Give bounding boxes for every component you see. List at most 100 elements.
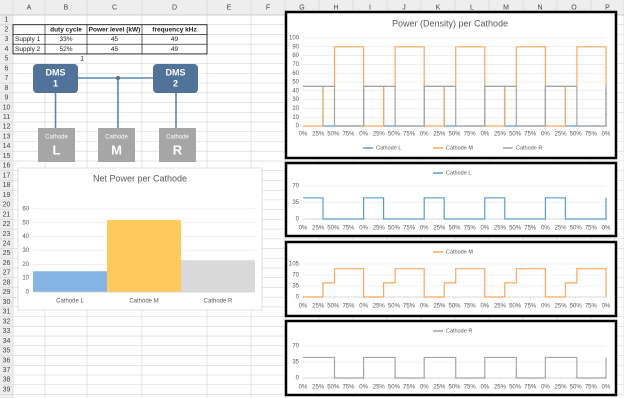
legend-label[interactable]: Cathode R	[446, 328, 472, 334]
x-tick-label: 25%	[312, 132, 325, 138]
x-tick-label: 25%	[312, 226, 325, 232]
controller-box[interactable]	[153, 64, 198, 93]
column-letter[interactable]: G	[299, 4, 304, 11]
table-cell[interactable]: Supply 1	[15, 36, 41, 43]
cell-value[interactable]: 1	[80, 56, 84, 63]
chart-panel[interactable]	[284, 10, 618, 160]
y-tick-label: 30	[22, 248, 29, 254]
x-tick-label: 50%	[448, 304, 461, 310]
row-number: 26	[3, 260, 11, 267]
x-tick-label: 0%	[480, 226, 489, 232]
table-cell[interactable]: 45	[111, 46, 119, 53]
table-cell[interactable]: 49	[171, 46, 179, 53]
y-tick-label: 60	[292, 71, 299, 77]
row-number: 4	[5, 46, 9, 53]
column-letter[interactable]: B	[64, 4, 69, 11]
column-letter[interactable]: E	[227, 4, 232, 11]
y-tick-label: 30	[292, 97, 299, 103]
column-letter[interactable]: F	[266, 4, 270, 11]
bar[interactable]	[33, 271, 107, 292]
legend-label[interactable]: Cathode M	[446, 249, 473, 255]
x-tick-label: 25%	[433, 132, 446, 138]
chart: Net Power per Cathode 0 10 20 30 40 50 60 Cathod…	[17, 167, 263, 311]
column-letter[interactable]: H	[333, 4, 338, 11]
column-letter[interactable]: C	[112, 4, 117, 11]
legend-label[interactable]: Cathode R	[516, 145, 542, 151]
x-tick-label: 0%	[420, 304, 429, 310]
y-tick-label: 35	[292, 200, 299, 206]
row-number: 11	[3, 114, 10, 121]
column-letter[interactable]: D	[172, 4, 177, 11]
x-tick-label: 25%	[312, 304, 325, 310]
x-tick-label: 75%	[464, 304, 477, 310]
x-tick-label: 0%	[480, 385, 489, 391]
bar[interactable]	[107, 220, 181, 292]
cathode-box[interactable]	[159, 128, 196, 162]
controller-name: DMS	[166, 67, 186, 77]
cathode-box[interactable]	[98, 128, 135, 162]
series-line[interactable]	[303, 356, 607, 379]
y-tick-label: 0	[296, 295, 300, 301]
controller-number: 1	[53, 78, 58, 88]
series-line[interactable]	[303, 268, 607, 298]
table-cell[interactable]: 33%	[59, 36, 72, 43]
y-tick-label: 10	[292, 115, 299, 121]
row-number: 8	[5, 85, 9, 92]
x-tick-label: 0%	[420, 385, 429, 391]
series-line[interactable]	[303, 85, 607, 127]
x-tick-label: 25%	[433, 385, 446, 391]
x-tick-label: 25%	[555, 304, 568, 310]
x-tick-label: 50%	[327, 226, 340, 232]
row-number: 33	[3, 328, 11, 335]
x-tick-label: 0%	[299, 304, 308, 310]
column-letter[interactable]: L	[470, 4, 474, 11]
column-letter[interactable]: K	[436, 4, 441, 11]
x-tick-label: 50%	[509, 304, 522, 310]
y-tick-label: 60	[22, 207, 29, 213]
x-tick-label: 50%	[509, 226, 522, 232]
x-tick-label: 50%	[448, 226, 461, 232]
column-letter[interactable]: I	[369, 4, 371, 11]
legend-label[interactable]: Cathode L	[376, 145, 401, 151]
row-number: 15	[3, 153, 11, 160]
cathode-box[interactable]	[38, 128, 75, 162]
row-number: 22	[3, 221, 11, 228]
x-tick-label: 25%	[555, 226, 568, 232]
y-tick-label: 20	[292, 106, 299, 112]
y-tick-label: 70	[292, 62, 299, 68]
table-header[interactable]: frequency kHz	[152, 26, 197, 33]
table-header[interactable]: duty cycle	[50, 26, 82, 33]
y-tick-label: 10	[22, 276, 29, 282]
bar[interactable]	[181, 260, 255, 292]
legend-label[interactable]: Cathode M	[446, 145, 473, 151]
chart-title: Power (Density) per Cathode	[392, 18, 508, 28]
table-cell[interactable]: Supply 2	[15, 46, 41, 53]
series-line[interactable]	[303, 197, 607, 220]
column-letter[interactable]: M	[503, 4, 509, 11]
legend-label[interactable]: Cathode L	[446, 170, 471, 176]
column-letter[interactable]: O	[571, 4, 577, 11]
column-letter[interactable]: P	[605, 4, 610, 11]
y-tick-label: 35	[292, 360, 299, 366]
x-tick-label: 75%	[464, 132, 477, 138]
column-letter[interactable]: J	[402, 4, 406, 11]
table-header[interactable]: Power level (kW)	[89, 26, 141, 33]
row-number: 6	[5, 65, 9, 72]
table-cell[interactable]: 49	[171, 36, 179, 43]
x-tick-label: 75%	[464, 385, 477, 391]
y-tick-label: 70	[292, 273, 299, 279]
table-cell[interactable]: 45	[111, 36, 119, 43]
chart-panel[interactable]	[284, 161, 618, 238]
row-number: 5	[5, 56, 9, 63]
x-tick-label: 75%	[342, 132, 355, 138]
x-tick-label: Cathode R	[204, 299, 233, 305]
table-cell[interactable]: 52%	[59, 46, 72, 53]
x-tick-label: 0%	[541, 226, 550, 232]
row-number: 13	[3, 133, 11, 140]
column-letter[interactable]: A	[27, 4, 32, 11]
y-tick-label: 80	[292, 53, 299, 59]
column-letter[interactable]: N	[537, 4, 542, 11]
chart-panel[interactable]	[284, 240, 618, 318]
controller-box[interactable]	[33, 64, 78, 93]
